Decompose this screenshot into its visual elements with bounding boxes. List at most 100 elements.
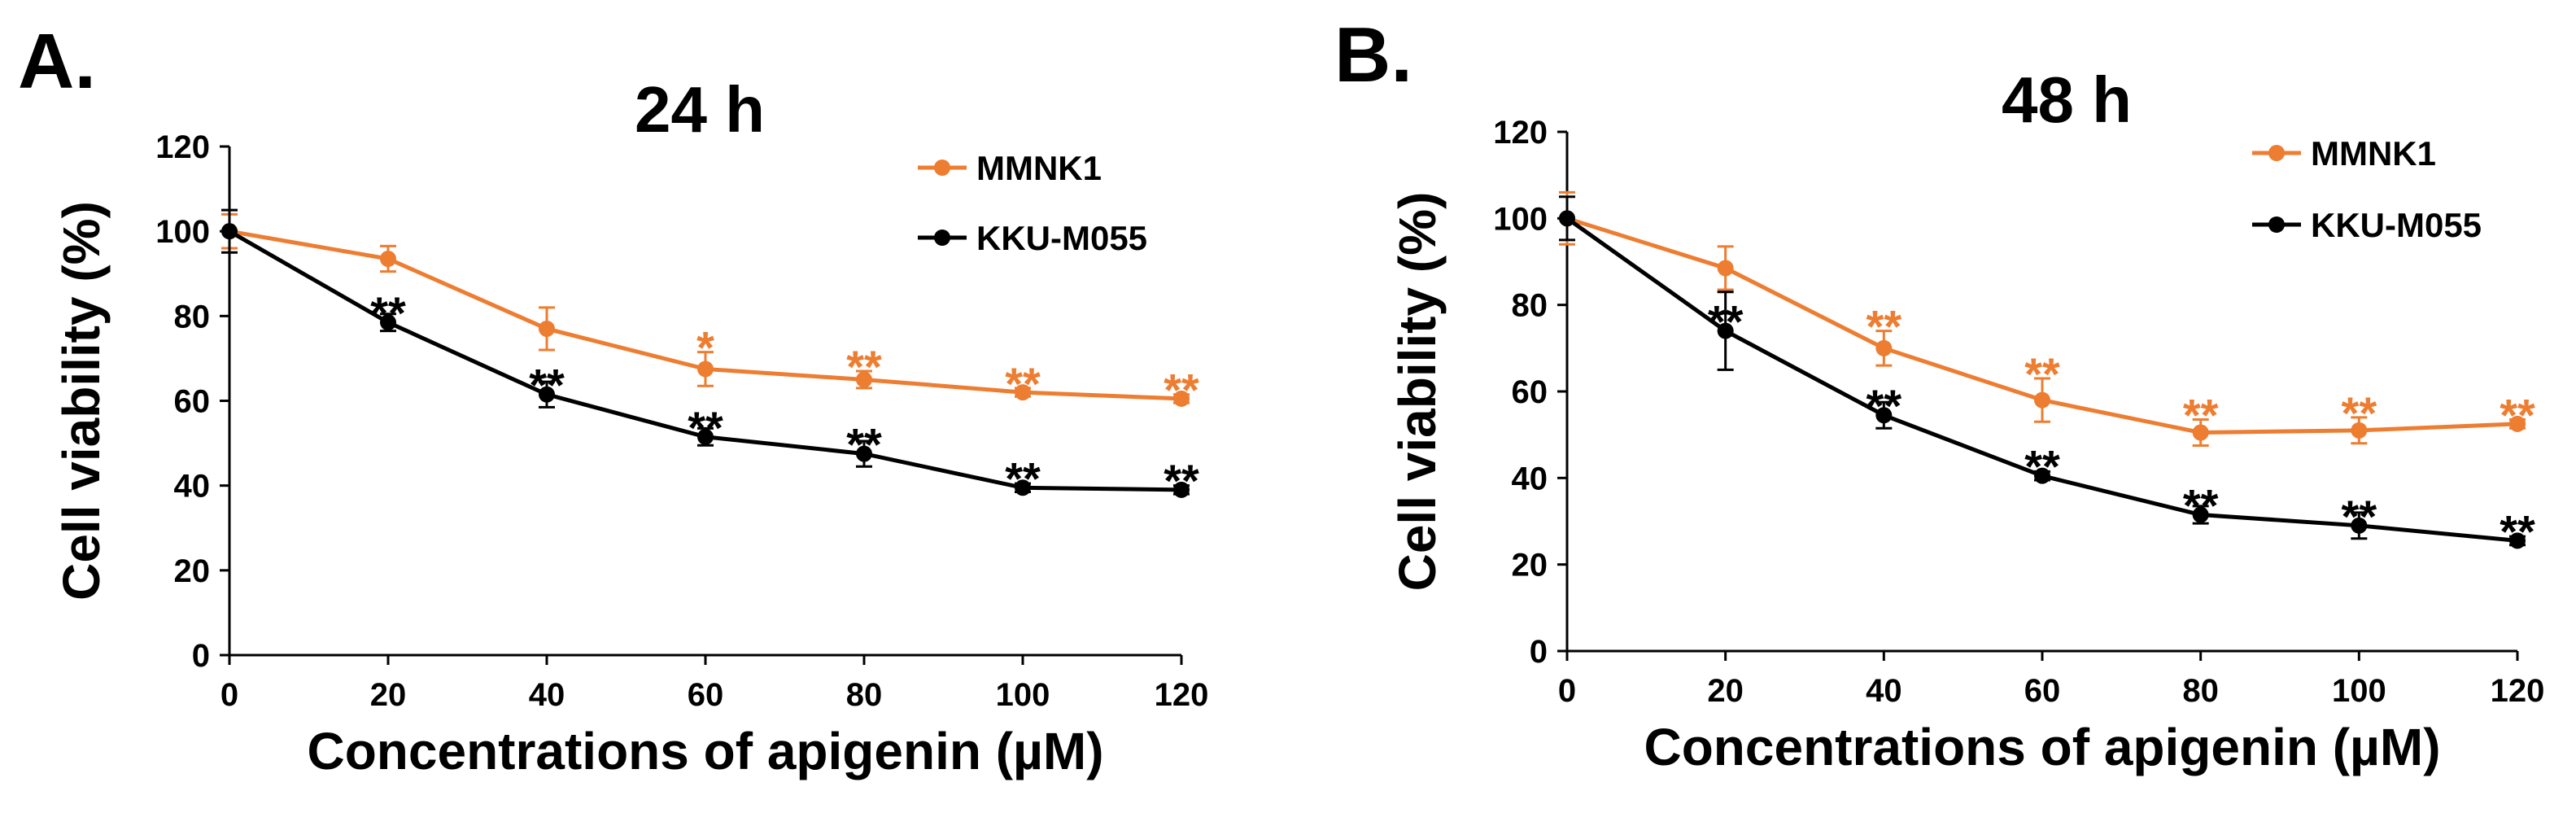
data-point <box>539 386 555 403</box>
significance-label: * <box>696 322 714 374</box>
significance-label: ** <box>2342 387 2377 439</box>
data-point <box>2192 424 2209 441</box>
significance-label: ** <box>1164 455 1199 506</box>
legend-entry: MMNK1 <box>918 149 1102 187</box>
significance-label: ** <box>1867 380 1902 431</box>
data-point <box>2509 415 2526 432</box>
panel-letter: B. <box>1334 11 1412 98</box>
data-point <box>1015 384 1031 401</box>
data-point <box>539 320 555 337</box>
x-tick-label: 60 <box>688 677 724 713</box>
series-kku-m055: ** ** ** ** ** ** <box>221 208 1199 506</box>
data-point <box>1717 260 1734 277</box>
y-tick-label: 120 <box>1493 115 1548 151</box>
y-axis-title: Cell viability (%) <box>52 201 111 601</box>
x-tick-label: 120 <box>1155 677 1209 713</box>
y-tick-label: 20 <box>174 553 211 589</box>
legend-label: MMNK1 <box>2311 134 2436 173</box>
y-tick-label: 100 <box>155 214 210 250</box>
significance-label: ** <box>1708 296 1744 347</box>
y-tick-label: 0 <box>1530 634 1548 670</box>
series-kku-m055: ** ** ** ** ** ** <box>1559 195 2535 557</box>
x-tick-label: 0 <box>220 677 238 713</box>
significance-label: ** <box>2183 390 2219 441</box>
x-tick-label: 0 <box>1558 673 1576 709</box>
x-tick-label: 40 <box>529 677 565 713</box>
significance-label: ** <box>529 360 565 411</box>
series-mmnk1: ** ** ** ** ** <box>1559 190 2535 447</box>
data-point <box>221 223 238 240</box>
legend-swatch-marker <box>2268 145 2285 161</box>
y-tick-label: 40 <box>174 469 211 505</box>
legend-entry: KKU-M055 <box>918 219 1147 257</box>
data-point <box>2351 517 2368 534</box>
x-tick-label: 80 <box>2182 673 2219 709</box>
data-point <box>1559 210 1575 227</box>
chart-panel-a: A. 24 h 0 20 40 60 80 100 120 0 20 40 60 80 100 120 Conc… <box>18 18 1208 780</box>
significance-label: ** <box>2500 505 2535 557</box>
data-point <box>1875 339 1893 356</box>
data-point <box>2034 391 2050 409</box>
legend-swatch-marker <box>2268 216 2285 233</box>
significance-label: ** <box>370 287 406 339</box>
significance-label: ** <box>1867 301 1902 352</box>
y-axis-title: Cell viability (%) <box>1388 192 1447 592</box>
significance-label: ** <box>2500 390 2535 441</box>
y-tick-label: 0 <box>192 638 210 674</box>
x-tick-label: 120 <box>2491 673 2545 709</box>
chart-title: 48 h <box>2002 63 2132 136</box>
y-tick-label: 120 <box>155 129 210 165</box>
y-tick-label: 80 <box>174 299 211 334</box>
data-point <box>1015 479 1031 496</box>
data-point <box>856 445 872 462</box>
y-tick-label: 20 <box>1512 548 1548 584</box>
x-axis-title: Concentrations of apigenin (µM) <box>307 722 1103 780</box>
legend-label: KKU-M055 <box>976 219 1147 257</box>
y-tick-label: 40 <box>1512 461 1548 496</box>
significance-label: ** <box>688 402 723 453</box>
significance-label: ** <box>2183 480 2219 531</box>
data-point <box>2034 467 2050 484</box>
significance-label: ** <box>2024 348 2060 400</box>
significance-label: ** <box>846 419 882 470</box>
data-point <box>856 371 872 388</box>
legend-label: KKU-M055 <box>2311 206 2482 244</box>
data-point <box>1173 481 1190 498</box>
data-point <box>2509 532 2526 549</box>
x-tick-label: 80 <box>846 677 883 713</box>
panel-letter: A. <box>18 18 96 105</box>
x-tick-label: 100 <box>996 677 1050 713</box>
x-tick-label: 60 <box>2024 673 2061 709</box>
data-point <box>380 314 396 331</box>
x-tick-label: 40 <box>1866 673 1902 709</box>
y-tick-label: 100 <box>1493 201 1548 237</box>
legend-entry: KKU-M055 <box>2252 206 2482 244</box>
y-tick-label: 80 <box>1512 288 1548 324</box>
significance-label: ** <box>846 341 882 392</box>
data-point <box>697 361 714 378</box>
x-tick-label: 20 <box>370 677 407 713</box>
data-point <box>2351 422 2368 439</box>
legend-entry: MMNK1 <box>2252 134 2436 173</box>
significance-label: ** <box>1005 358 1041 409</box>
data-point <box>1173 390 1190 407</box>
legend-swatch-marker <box>934 229 950 246</box>
legend-swatch-marker <box>934 160 950 176</box>
x-tick-label: 20 <box>1707 673 1744 709</box>
y-tick-label: 60 <box>174 384 211 420</box>
data-point <box>1717 322 1734 339</box>
legend-label: MMNK1 <box>976 149 1102 187</box>
significance-label: ** <box>1005 452 1041 504</box>
data-point <box>697 428 714 445</box>
significance-label: ** <box>2342 491 2377 542</box>
y-tick-label: 60 <box>1512 374 1548 410</box>
data-point <box>380 251 396 268</box>
data-point <box>1875 407 1893 424</box>
x-axis-title: Concentrations of apigenin (µM) <box>1644 718 2440 776</box>
chart-title: 24 h <box>635 73 765 146</box>
data-point <box>2192 506 2209 523</box>
significance-label: ** <box>2024 441 2060 492</box>
chart-panel-b: B. 48 h 0 20 40 60 80 100 120 0 20 40 60 80 100 120 Conc… <box>1334 11 2544 776</box>
x-tick-label: 100 <box>2332 673 2386 709</box>
